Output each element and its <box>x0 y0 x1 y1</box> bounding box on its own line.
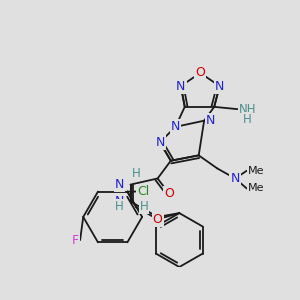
Text: N: N <box>176 80 186 92</box>
Text: N: N <box>230 172 240 185</box>
Text: H: H <box>132 167 141 180</box>
Text: O: O <box>195 67 205 80</box>
Text: N: N <box>115 195 124 208</box>
Text: H: H <box>243 113 252 126</box>
Text: Me: Me <box>248 166 265 176</box>
Text: N: N <box>215 80 224 92</box>
Text: O: O <box>153 213 163 226</box>
Text: N: N <box>206 114 215 127</box>
Text: H: H <box>140 200 148 213</box>
Text: Me: Me <box>248 184 265 194</box>
Text: O: O <box>164 187 174 200</box>
Text: F: F <box>71 233 79 247</box>
Text: NH: NH <box>239 103 256 116</box>
Text: N: N <box>115 178 124 191</box>
Text: H: H <box>115 200 123 213</box>
Text: N: N <box>171 120 180 134</box>
Text: N: N <box>155 136 165 149</box>
Text: Cl: Cl <box>137 185 150 198</box>
